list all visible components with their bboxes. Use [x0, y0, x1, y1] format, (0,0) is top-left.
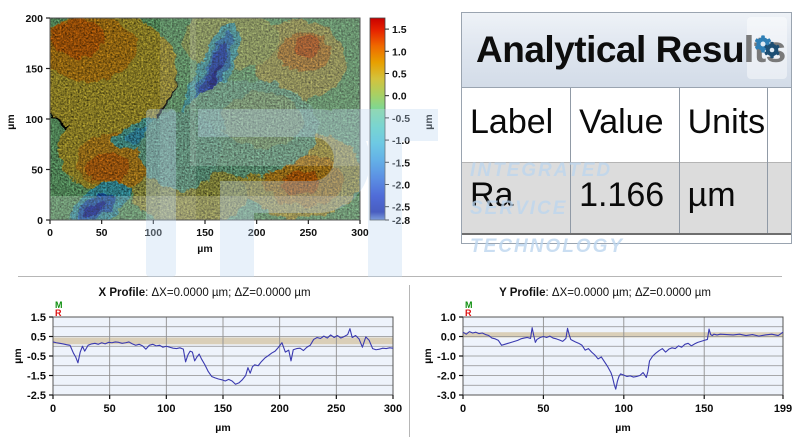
colorbar-tick: -1.5	[392, 157, 410, 169]
x-axis-tick-label: 150	[695, 403, 713, 415]
mean-band	[463, 332, 783, 338]
cell-value: 1.166	[570, 162, 680, 234]
surface-map-axes: 0 50 100 150 200 0 50 100 150 200 250 300 µm µm	[5, 13, 369, 255]
results-table-head: Label Value Units	[462, 88, 791, 162]
x-profile-title: X Profile: ΔX=0.0000 µm; ΔZ=0.0000 µm	[0, 287, 409, 299]
surface-map-image	[50, 18, 360, 220]
x-axis-tick-label: 100	[157, 403, 175, 415]
y-axis-label: µm	[12, 348, 24, 363]
surface-map-panel[interactable]: 0 50 100 150 200 0 50 100 150 200 250 300 µm µm 1.…	[0, 0, 452, 272]
y-profile-title: Y Profile: ΔX=0.0000 µm; ΔZ=0.0000 µm	[410, 287, 800, 299]
page-title: Analytical Results	[476, 29, 786, 70]
table-header-row: Label Value Units	[462, 88, 791, 162]
cell-blank	[768, 162, 791, 234]
y-axis-tick-label: -3.0	[437, 390, 456, 402]
column-header-units[interactable]: Units	[679, 88, 769, 162]
colorbar-tick: -2.5	[392, 202, 410, 214]
x-axis-tick-label: 300	[383, 403, 401, 415]
surface-map-ytick: 200	[25, 13, 43, 25]
y-profile-title-prefix: Y Profile	[499, 287, 546, 299]
column-header-value[interactable]: Value	[570, 88, 680, 162]
colorbar-tick: 0.0	[392, 91, 407, 103]
analytical-results-header: Analytical Results	[462, 13, 791, 88]
y-axis-tick-label: 1.0	[441, 312, 456, 324]
marker-m-label[interactable]: M	[465, 300, 473, 310]
x-profile-title-meta: : ΔX=0.0000 µm; ΔZ=0.0000 µm	[145, 287, 311, 299]
x-profile-panel[interactable]: X Profile: ΔX=0.0000 µm; ΔZ=0.0000 µm 1.…	[0, 278, 409, 447]
surface-map-xtick: 0	[47, 227, 53, 239]
x-axis-tick-label: 150	[213, 403, 231, 415]
analytical-results-panel[interactable]: Analytical Results	[461, 12, 792, 244]
x-profile-title-prefix: X Profile	[98, 287, 146, 299]
y-profile-panel[interactable]: Y Profile: ΔX=0.0000 µm; ΔZ=0.0000 µm 1.…	[410, 278, 800, 447]
cell-units: µm	[679, 162, 769, 234]
results-table[interactable]: Label Value Units Ra 1.166 µm	[462, 88, 791, 235]
surface-map-xtick: 50	[96, 227, 108, 239]
settings-button[interactable]	[747, 17, 787, 79]
marker-r-label[interactable]: R	[465, 308, 472, 318]
y-profile-title-meta: : ΔX=0.0000 µm; ΔZ=0.0000 µm	[545, 287, 711, 299]
colorbar-tick: -1.0	[392, 135, 410, 147]
table-row[interactable]: Ra 1.166 µm	[462, 162, 791, 234]
profile-trace	[462, 327, 784, 390]
x-profile-chart[interactable]: 1.5 0.5 -0.5 -1.5 -2.50 50 100 150 200 250 300 µm µm…	[5, 299, 405, 434]
surface-map-xtick: 100	[145, 227, 163, 239]
results-table-body: Ra 1.166 µm	[462, 162, 791, 234]
x-axis-tick-label: 200	[270, 403, 288, 415]
cell-label: Ra	[462, 162, 572, 234]
y-axis-tick-label: -1.0	[437, 351, 456, 363]
colorbar-tick: -0.5	[392, 113, 410, 125]
y-axis-label: µm	[422, 348, 434, 363]
x-axis-tick-label: 50	[537, 403, 549, 415]
y-axis-tick-label: -0.5	[27, 351, 46, 363]
x-axis-label: µm	[615, 422, 630, 434]
y-axis-tick-label: 1.5	[30, 312, 45, 324]
y-axis-tick-label: 0.0	[441, 332, 456, 344]
surface-map-svg[interactable]: 0 50 100 150 200 0 50 100 150 200 250 300 µm µm 1.…	[0, 0, 452, 272]
colorbar-tick: 1.5	[392, 24, 407, 36]
x-axis-tick-label: 50	[103, 403, 115, 415]
vertical-divider	[409, 285, 410, 437]
x-axis-tick-label: 250	[327, 403, 345, 415]
y-axis-tick-label: -2.0	[437, 371, 456, 383]
surface-map-xtick: 200	[248, 227, 266, 239]
y-profile-chart[interactable]: 1.0 0.0 -1.0 -2.0 -3.0 0 50 100 150 199 µm µm MR	[415, 299, 795, 434]
surface-map-ytick: 100	[25, 114, 43, 126]
surface-map-ytick: 50	[31, 165, 43, 177]
surface-map-xtick: 250	[300, 227, 318, 239]
marker-m-label[interactable]: M	[55, 300, 63, 310]
surface-map-xlabel: µm	[197, 243, 212, 255]
column-header-blank[interactable]	[768, 88, 791, 162]
surface-map-ytick: 150	[25, 64, 43, 76]
horizontal-divider	[18, 276, 782, 277]
colorbar-tick: -2.8	[392, 215, 410, 227]
y-axis-tick-label: 0.5	[30, 332, 45, 344]
x-axis-label: µm	[215, 422, 230, 434]
surface-map-ytick: 0	[37, 215, 43, 227]
y-axis-tick-label: -2.5	[27, 390, 46, 402]
x-axis-tick-label: 0	[460, 403, 466, 415]
colorbar-tick: -2.0	[392, 179, 410, 191]
surface-map-xtick: 300	[351, 227, 369, 239]
colorbar-label: µm	[423, 114, 435, 129]
y-axis-tick-label: -1.5	[27, 371, 46, 383]
gear-icon	[754, 35, 780, 59]
colorbar[interactable]: 1.5 1.0 0.5 0.0 -0.5 -1.0 -1.5 -2.0 -2.5-2.8 µm	[369, 17, 435, 227]
surface-map-xtick: 150	[196, 227, 214, 239]
x-axis-tick-label: 100	[615, 403, 633, 415]
x-axis-tick-label: 0	[49, 403, 55, 415]
colorbar-tick: 1.0	[392, 46, 407, 58]
column-header-label[interactable]: Label	[462, 88, 572, 162]
colorbar-tick: 0.5	[392, 68, 407, 80]
surface-map-ylabel: µm	[5, 114, 17, 129]
marker-r-label[interactable]: R	[55, 308, 62, 318]
x-axis-tick-label: 199	[774, 403, 792, 415]
profile-trace	[52, 328, 393, 385]
